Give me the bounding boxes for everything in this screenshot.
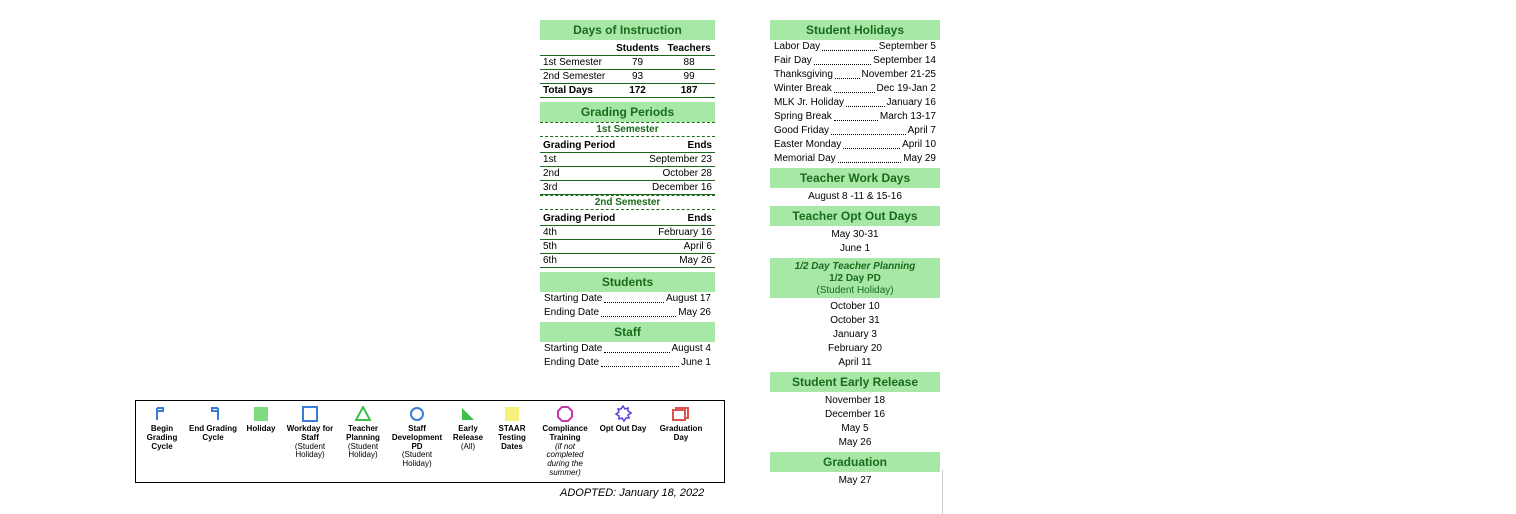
legend-item: Teacher Planning(Student Holiday) xyxy=(338,405,388,478)
legend-item: Early Release(All) xyxy=(446,405,490,478)
list-item: April 11 xyxy=(770,356,940,370)
teacher-opt-out-header: Teacher Opt Out Days xyxy=(770,206,940,226)
staff-dev-icon xyxy=(409,405,425,423)
staff-header: Staff xyxy=(540,322,715,342)
table-row: 6thMay 26 xyxy=(540,254,715,268)
staff-end: Ending DateJune 1 xyxy=(540,356,715,370)
list-item: ThanksgivingNovember 21-25 xyxy=(770,68,940,82)
graduation-header: Graduation xyxy=(770,452,940,472)
right-column: Student Holidays Labor DaySeptember 5Fai… xyxy=(770,20,940,490)
holiday-icon xyxy=(253,405,269,423)
table-row-total: Total Days 172 187 xyxy=(540,84,715,98)
legend-item: Begin Grading Cycle xyxy=(138,405,186,478)
col-teachers: Teachers xyxy=(663,42,715,56)
grading-sem2-table: Grading PeriodEnds 4thFebruary 16 5thApr… xyxy=(540,212,715,268)
list-item: May 26 xyxy=(770,436,940,450)
list-item: Winter BreakDec 19-Jan 2 xyxy=(770,82,940,96)
list-item: June 1 xyxy=(770,242,940,256)
grading-periods-header: Grading Periods xyxy=(540,102,715,122)
list-item: Memorial DayMay 29 xyxy=(770,152,940,166)
end-grading-icon xyxy=(204,405,222,423)
list-item: December 16 xyxy=(770,408,940,422)
students-end: Ending DateMay 26 xyxy=(540,306,715,320)
list-item: Labor DaySeptember 5 xyxy=(770,40,940,54)
teacher-work-days-header: Teacher Work Days xyxy=(770,168,940,188)
legend-item: Workday for Staff(Student Holiday) xyxy=(282,405,338,478)
opt-out-icon xyxy=(614,405,632,423)
compliance-icon xyxy=(556,405,574,423)
list-item: January 3 xyxy=(770,328,940,342)
legend-item: STAAR Testing Dates xyxy=(490,405,534,478)
list-item: Good FridayApril 7 xyxy=(770,124,940,138)
table-row: 2ndOctober 28 xyxy=(540,167,715,181)
legend-item: Holiday xyxy=(240,405,282,478)
graduation-value: May 27 xyxy=(770,472,940,490)
list-item: MLK Jr. HolidayJanuary 16 xyxy=(770,96,940,110)
teacher-opt-out-list: May 30-31June 1 xyxy=(770,226,940,258)
legend-item: Opt Out Day xyxy=(596,405,650,478)
list-item: November 18 xyxy=(770,394,940,408)
list-item: May 30-31 xyxy=(770,228,940,242)
staff-start: Starting DateAugust 4 xyxy=(540,342,715,356)
legend-item: End Grading Cycle xyxy=(186,405,240,478)
half-day-list: October 10October 31January 3February 20… xyxy=(770,298,940,372)
table-row: 5thApril 6 xyxy=(540,240,715,254)
col-students: Students xyxy=(612,42,663,56)
divider xyxy=(942,470,943,514)
list-item: February 20 xyxy=(770,342,940,356)
workday-staff-icon xyxy=(302,405,318,423)
list-item: October 31 xyxy=(770,314,940,328)
table-row: 3rdDecember 16 xyxy=(540,181,715,195)
early-release-icon xyxy=(460,405,476,423)
student-holidays-list: Labor DaySeptember 5Fair DaySeptember 14… xyxy=(770,40,940,166)
list-item: May 5 xyxy=(770,422,940,436)
list-item: Spring BreakMarch 13-17 xyxy=(770,110,940,124)
begin-grading-icon xyxy=(153,405,171,423)
teacher-planning-icon xyxy=(355,405,371,423)
sem2-label: 2nd Semester xyxy=(540,195,715,210)
sem1-label: 1st Semester xyxy=(540,122,715,137)
students-start: Starting DateAugust 17 xyxy=(540,292,715,306)
half-day-header: 1/2 Day Teacher Planning 1/2 Day PD (Stu… xyxy=(770,258,940,298)
list-item: October 10 xyxy=(770,300,940,314)
legend-item: Staff Development PD(Student Holiday) xyxy=(388,405,446,478)
early-release-header: Student Early Release xyxy=(770,372,940,392)
legend-item: Compliance Training(if not completed dur… xyxy=(534,405,596,478)
center-column: Days of Instruction Students Teachers 1s… xyxy=(540,20,715,370)
legend-item: Graduation Day xyxy=(650,405,712,478)
list-item: Fair DaySeptember 14 xyxy=(770,54,940,68)
staar-icon xyxy=(504,405,520,423)
table-row: 1st Semester 79 88 xyxy=(540,56,715,70)
student-holidays-header: Student Holidays xyxy=(770,20,940,40)
days-of-instruction-header: Days of Instruction xyxy=(540,20,715,40)
graduation-icon xyxy=(671,405,691,423)
legend: Begin Grading Cycle End Grading Cycle Ho… xyxy=(135,400,725,483)
grading-sem1-table: Grading PeriodEnds 1stSeptember 23 2ndOc… xyxy=(540,139,715,195)
list-item: Easter MondayApril 10 xyxy=(770,138,940,152)
early-release-list: November 18December 16May 5May 26 xyxy=(770,392,940,452)
adopted-text: ADOPTED: January 18, 2022 xyxy=(560,487,704,499)
table-row: 2nd Semester 93 99 xyxy=(540,70,715,84)
table-row: 1stSeptember 23 xyxy=(540,153,715,167)
teacher-work-days-value: August 8 -11 & 15-16 xyxy=(770,188,940,206)
table-row: 4thFebruary 16 xyxy=(540,226,715,240)
days-of-instruction-table: Students Teachers 1st Semester 79 88 2nd… xyxy=(540,42,715,98)
students-header: Students xyxy=(540,272,715,292)
